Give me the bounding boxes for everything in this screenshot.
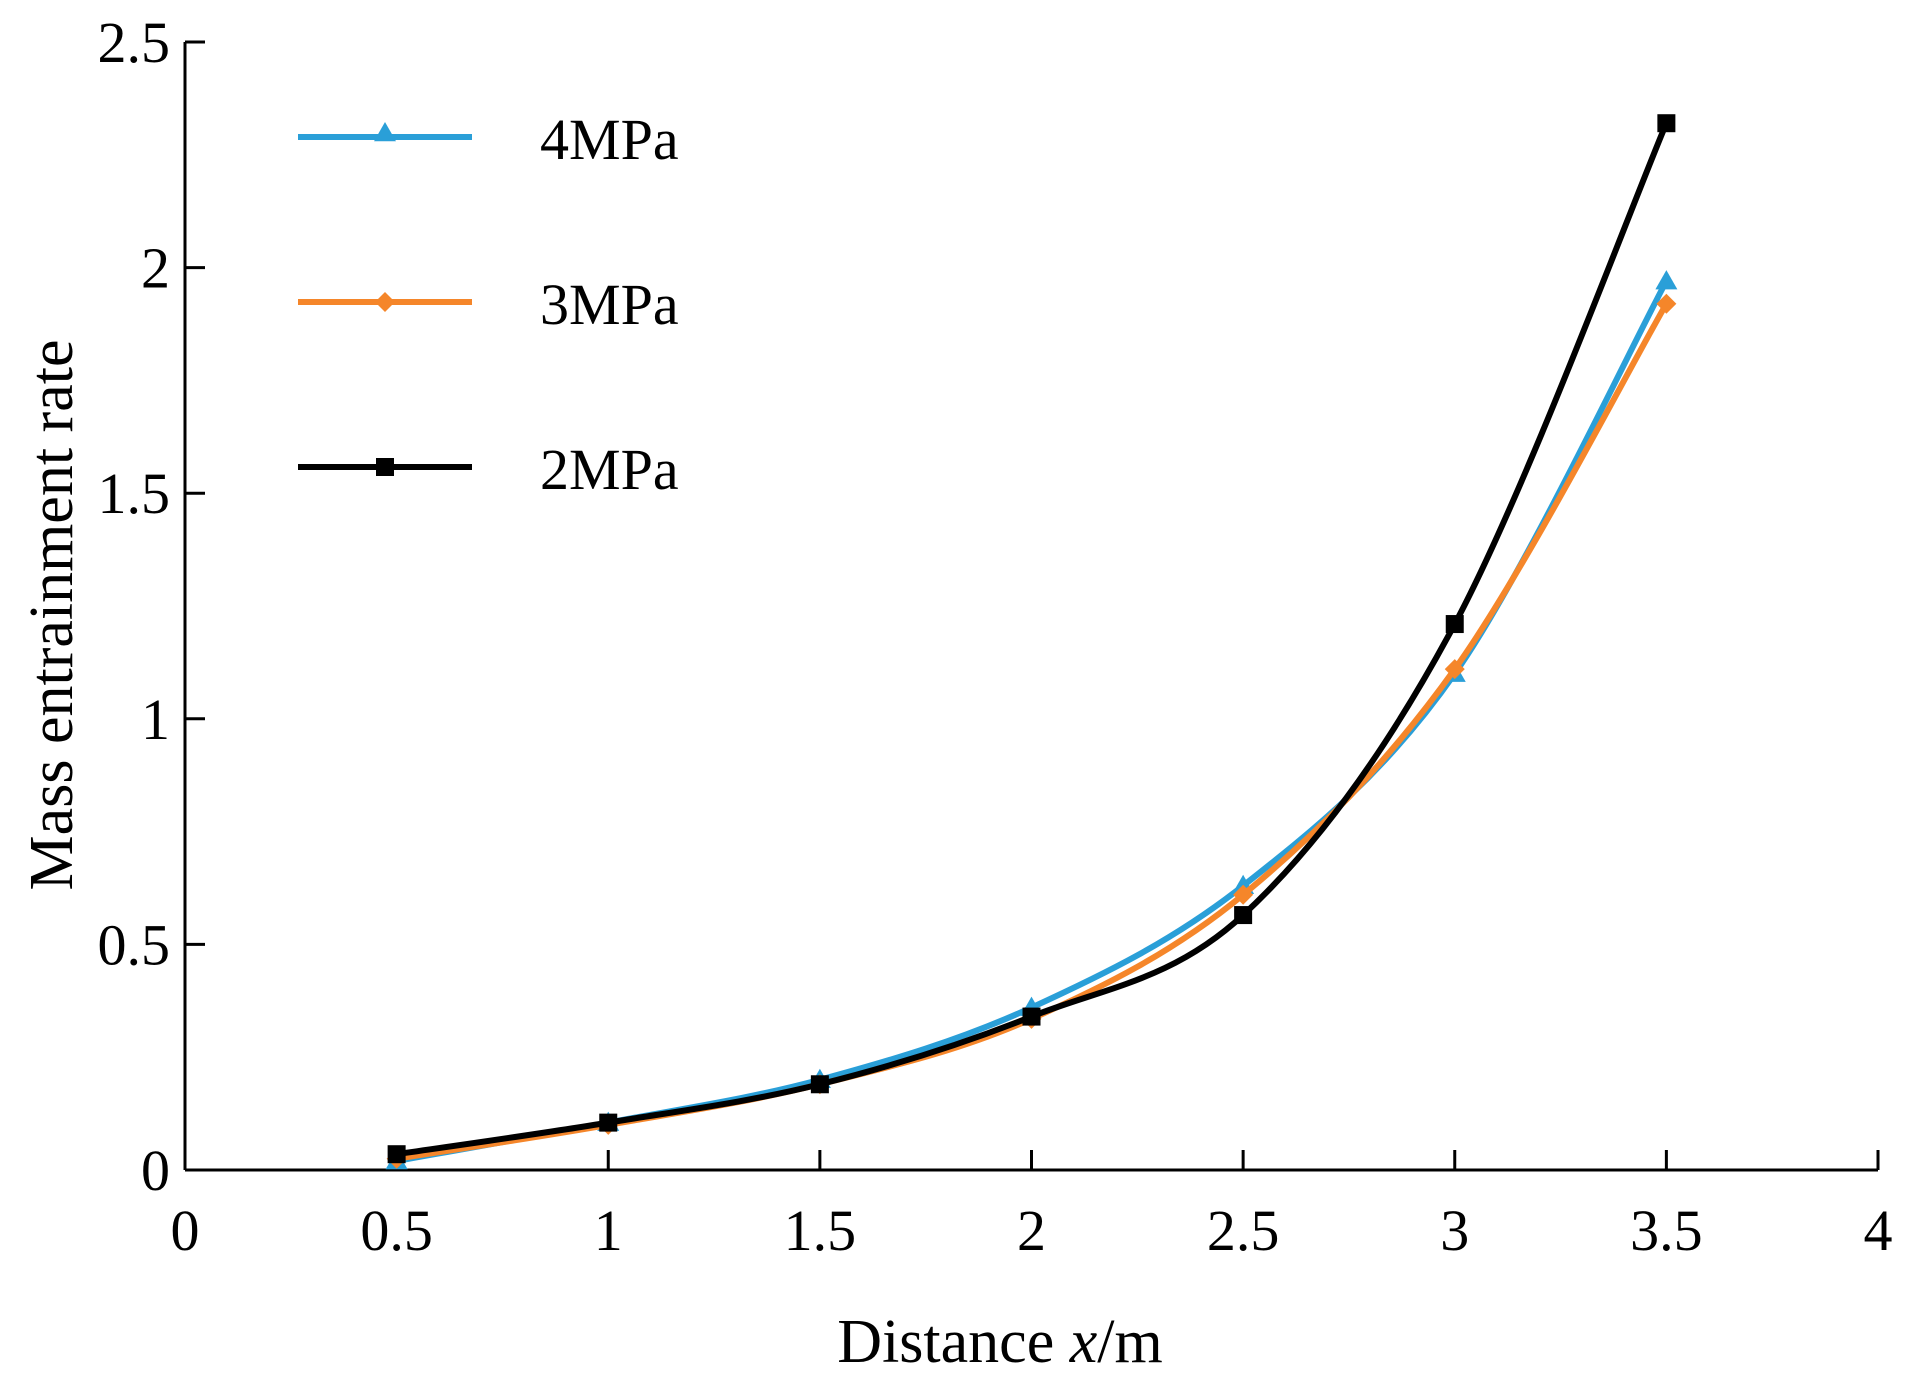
series-2mpa	[387, 114, 1676, 1164]
series-line-4mpa	[396, 279, 1670, 1164]
legend-entry-4mpa: 4MPa	[298, 107, 679, 172]
x-tick-label: 2	[1017, 1198, 1046, 1263]
data-point-2mpa	[1657, 114, 1676, 133]
legend-marker	[376, 458, 394, 476]
legend-label: 3MPa	[540, 272, 679, 337]
legend-entry-3mpa: 3MPa	[298, 272, 679, 337]
series-line-2mpa	[396, 122, 1670, 1158]
x-axis-title: Distance x/m	[837, 1308, 1162, 1376]
x-tick-label: 3	[1440, 1198, 1469, 1263]
x-tick-label: 3.5	[1630, 1198, 1703, 1263]
data-point-2mpa	[810, 1075, 829, 1094]
data-point-3mpa	[1233, 884, 1254, 905]
x-tick-label: 1.5	[784, 1198, 857, 1263]
data-point-2mpa	[599, 1113, 618, 1132]
legend-entry-2mpa: 2MPa	[298, 437, 679, 502]
y-tick-label: 1.5	[98, 461, 171, 526]
axes: 0 0.5 1 1.5 2 2.5 3 3.5 4 0 0.5 1 1.5 2 2.5	[98, 10, 1893, 1263]
data-point-2mpa	[1022, 1007, 1041, 1026]
y-tick-label: 0.5	[98, 912, 171, 977]
series-4mpa	[385, 270, 1678, 1170]
legend-label: 2MPa	[540, 437, 679, 502]
legend: 4MPa 3MPa 2MPa	[298, 107, 679, 502]
x-tick-label: 2.5	[1207, 1198, 1280, 1263]
series-layer	[385, 114, 1678, 1170]
x-tick-label: 1	[594, 1198, 623, 1263]
y-axis-title: Mass entrainment rate	[18, 340, 86, 891]
data-point-3mpa	[1656, 293, 1677, 314]
x-tick-label: 0	[171, 1198, 200, 1263]
x-tick-label: 0.5	[360, 1198, 433, 1263]
legend-marker	[375, 292, 395, 312]
data-point-3mpa	[1444, 659, 1465, 680]
data-point-2mpa	[1445, 615, 1464, 634]
legend-marker	[374, 122, 396, 142]
series-3mpa	[386, 293, 1677, 1169]
legend-label: 4MPa	[540, 107, 679, 172]
y-tick-label: 0	[141, 1138, 170, 1203]
series-line-3mpa	[396, 302, 1669, 1162]
y-tick-label: 1	[141, 687, 170, 752]
x-tick-label: 4	[1864, 1198, 1893, 1263]
data-point-4mpa	[1655, 270, 1678, 290]
y-tick-label: 2.5	[98, 10, 171, 75]
y-tick-label: 2	[141, 236, 170, 301]
data-point-2mpa	[387, 1145, 406, 1164]
data-point-2mpa	[1234, 906, 1253, 925]
